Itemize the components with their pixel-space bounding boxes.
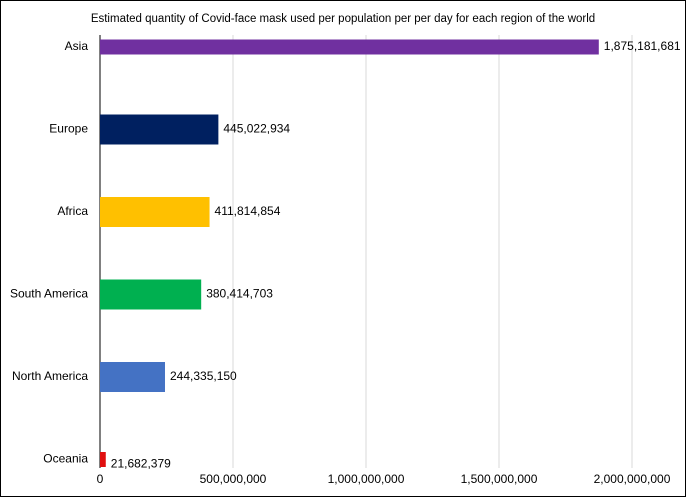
value-label: 244,335,150 bbox=[170, 369, 237, 383]
value-label: 1,875,181,681 bbox=[604, 39, 681, 53]
x-tick-label: 500,000,000 bbox=[200, 472, 267, 486]
bar bbox=[100, 452, 106, 467]
x-tick-label: 1,000,000,000 bbox=[328, 472, 405, 486]
value-label: 445,022,934 bbox=[223, 122, 290, 136]
y-tick-label: Europe bbox=[49, 122, 88, 136]
bar bbox=[100, 114, 219, 145]
y-tick-label: North America bbox=[12, 369, 88, 383]
x-tick-label: 1,500,000,000 bbox=[461, 472, 538, 486]
bar bbox=[100, 39, 599, 55]
value-label: 21,682,379 bbox=[111, 457, 171, 471]
bar bbox=[100, 197, 210, 227]
y-tick-label: South America bbox=[10, 287, 88, 301]
x-tick-label: 2,000,000,000 bbox=[594, 472, 671, 486]
x-tick-label: 0 bbox=[97, 472, 104, 486]
bar bbox=[100, 362, 165, 392]
y-tick-label: Oceania bbox=[43, 452, 88, 466]
chart-title: Estimated quantity of Covid-face mask us… bbox=[91, 13, 595, 25]
bar bbox=[100, 279, 202, 310]
value-label: 411,814,854 bbox=[215, 204, 281, 218]
y-tick-label: Africa bbox=[57, 204, 88, 218]
y-tick-label: Asia bbox=[65, 39, 89, 53]
value-label: 380,414,703 bbox=[206, 287, 273, 301]
